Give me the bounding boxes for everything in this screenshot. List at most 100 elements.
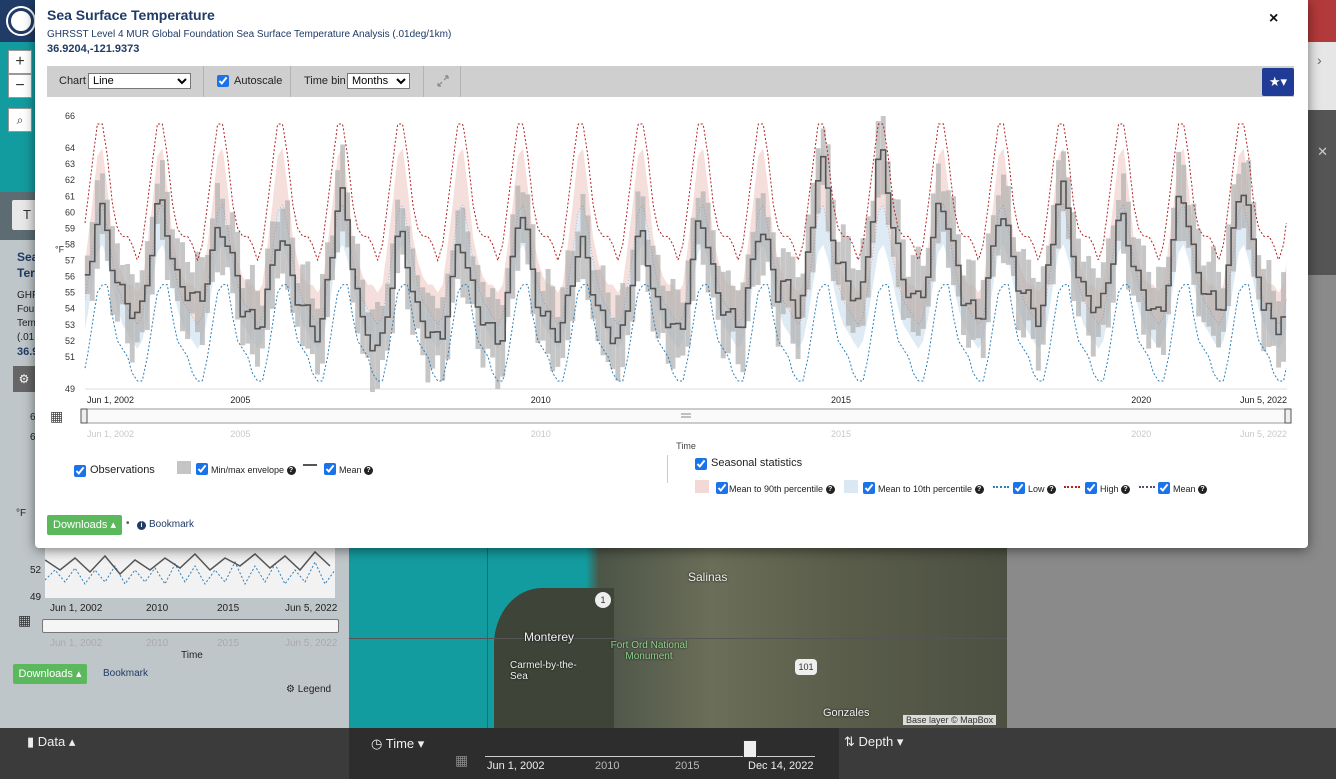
low-swatch [993,486,1009,488]
p10-swatch [844,480,858,493]
observations-checkbox[interactable] [74,465,86,477]
zoom-box-icon[interactable]: ⌕ [8,108,32,132]
zoom-in-button[interactable]: + [8,50,32,74]
timeline-tick-2010: 2010 [595,760,620,772]
x-tick-label: Jun 1, 2002 [87,395,134,405]
help-icon[interactable]: ? [974,485,984,495]
mini-navtick-2: 2010 [146,638,169,649]
high-label: High [1100,484,1119,494]
y-tick-label: 59 [65,223,75,233]
mean-checkbox[interactable] [324,463,336,475]
high-checkbox[interactable] [1085,482,1097,494]
map-label-monterey: Monterey [524,630,575,644]
map-attribution[interactable]: Base layer © MapBox [903,715,997,725]
mini-yunit: °F [16,508,27,519]
mini-sub-3: Tem [17,318,36,329]
expand-group [424,66,461,97]
mini-calendar-icon[interactable]: ▦ [18,612,32,628]
mini-bookmark-link[interactable]: Bookmark [103,668,149,679]
time-bin-select[interactable]: Months [347,73,410,89]
p10-checkbox[interactable] [863,482,875,494]
map-label-gonzales: Gonzales [823,707,870,719]
close-icon[interactable]: ✕ [1317,144,1328,159]
mean-label: Mean [339,465,362,475]
x-axis: Jun 1, 2002 2005 2010 2015 2020 Jun 5, 2022 [87,395,1287,405]
p90-label: Mean to 90th percentile [729,484,824,494]
mini-xtick-1: Jun 1, 2002 [50,603,103,614]
x-tick-label: Jun 5, 2022 [1240,395,1287,405]
chevron-right-icon: › [1317,52,1322,68]
y-tick-label: 56 [65,272,75,282]
bookmark-link[interactable]: i Bookmark [137,519,194,530]
mini-ytick-4: 49 [30,592,42,603]
help-icon[interactable]: ? [825,485,835,495]
y-tick-label: 58 [65,239,75,249]
seasonal-mean-legend: Mean ? [1173,484,1208,495]
mini-legend-link[interactable]: ⚙ Legend [286,684,331,695]
calendar-icon[interactable]: ▦ [50,409,63,425]
minmax-legend: Min/max envelope ? [211,465,296,476]
help-icon[interactable]: ? [364,466,374,476]
depth-menu[interactable]: ⇅ Depth ▾ [844,734,904,749]
mini-navigator[interactable] [42,619,339,633]
seasonal-low-line [84,284,1287,382]
minmax-label: Min/max envelope [211,465,285,475]
y-tick-label: 63 [65,159,75,169]
help-icon[interactable]: ? [1121,485,1131,495]
range-navigator[interactable]: Jun 1, 2002 2005 2010 2015 2020 Jun 5, 2022 Ti… [50,408,1292,451]
modal-title: Sea Surface Temperature [47,7,215,23]
time-series-modal: Sea Surface Temperature GHRSST Level 4 M… [35,0,1308,548]
navigator-tick-label: 2020 [1131,429,1151,439]
help-icon[interactable]: ? [1047,485,1057,495]
calendar-icon[interactable]: ▦ [455,752,469,768]
data-menu[interactable]: ▮ Data ▴ [27,734,76,749]
mini-downloads-button[interactable]: Downloads ▴ [13,664,87,684]
timeline-handle[interactable] [743,740,757,758]
favorite-star-button[interactable]: ★▾ [1262,68,1294,96]
mini-chart [45,540,335,598]
bar-chart-icon: ▮ [27,734,38,749]
envelope-bar [880,116,886,195]
timeline-tick-2015: 2015 [675,760,700,772]
x-tick-label: 2005 [230,395,250,405]
low-checkbox[interactable] [1013,482,1025,494]
time-series-chart[interactable]: 49 51 52 53 54 55 56 57 58 59 60 61 62 63 64 66 °F Jun 1… [47,100,1294,455]
modal-coordinates: 36.9204,-121.9373 [47,43,140,55]
mini-coord: 36.9 [17,346,39,358]
x-tick-label: 2010 [531,395,551,405]
info-icon: i [137,521,146,530]
mini-xtick-4: Jun 5, 2022 [285,603,338,614]
mean-line-swatch [303,464,317,466]
autoscale-checkbox[interactable] [217,75,229,87]
p10-legend: Mean to 10th percentile ? [878,484,984,495]
navigator-left-handle [80,408,88,424]
low-label: Low [1028,484,1045,494]
app-logo-icon [8,8,34,34]
timeline-track[interactable] [485,756,815,757]
seasonal-checkbox[interactable] [695,458,707,470]
downloads-button[interactable]: Downloads ▴ [47,515,122,535]
help-icon[interactable]: ? [1198,485,1208,495]
time-menu[interactable]: ◷ Time ▾ [371,736,425,751]
chart-type-select[interactable]: Line [88,73,191,89]
right-panel-toggle[interactable]: › [1308,42,1336,110]
map-label-carmel: Carmel-by-the-Sea [510,660,577,682]
road-shield-101: 101 [795,659,817,675]
close-icon[interactable]: × [1269,10,1279,27]
navigator-tick-label: Jun 5, 2022 [1240,429,1287,439]
p10-label: Mean to 10th percentile [878,484,973,494]
high-legend: High ? [1100,484,1131,495]
expand-icon[interactable] [437,75,449,87]
minmax-checkbox[interactable] [196,463,208,475]
y-tick-label: 53 [65,320,75,330]
help-icon[interactable]: ? [286,466,296,476]
p90-checkbox[interactable] [716,482,728,494]
map-view[interactable]: 1 101 [349,548,1007,729]
mini-settings-icon[interactable]: ⚙ [13,366,35,392]
zoom-out-button[interactable]: − [8,74,32,98]
y-tick-label: 57 [65,256,75,266]
observations-label: Observations [90,464,155,476]
seasonal-mean-checkbox[interactable] [1158,482,1170,494]
mini-navtick-3: 2015 [217,638,240,649]
data-menu-label: Data [37,734,66,749]
